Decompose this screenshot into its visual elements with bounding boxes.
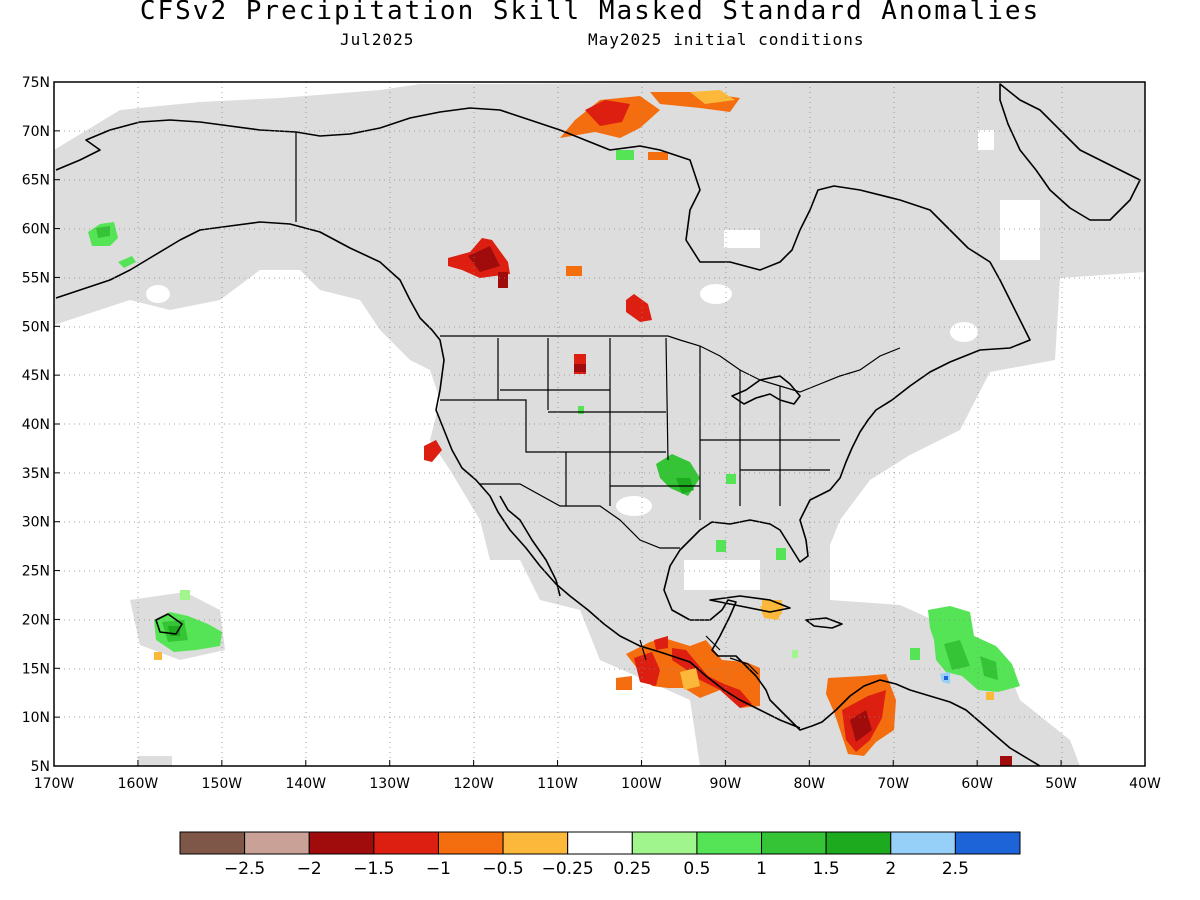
lat-tick-label: 50N [22, 319, 50, 335]
lon-tick-label: 40W [1129, 776, 1161, 792]
lat-tick-label: 35N [22, 466, 50, 482]
valid-month-label: Jul2025 [340, 30, 415, 49]
lon-tick-label: 140W [285, 776, 326, 792]
lon-tick-label: 110W [537, 776, 578, 792]
legend-swatch [890, 831, 956, 855]
graticule [54, 82, 1145, 766]
legend-label: −2.5 [224, 859, 265, 879]
lat-tick-label: 60N [22, 222, 50, 238]
lat-tick-label: 15N [22, 661, 50, 677]
legend-label: −1 [426, 859, 451, 879]
legend-swatch [244, 831, 310, 855]
legend-swatch [761, 831, 827, 855]
lon-tick-label: 90W [710, 776, 742, 792]
latitude-axis: 75N 70N 65N 60N 55N 50N 45N 40N 35N 30N 25N 20N 15N 1… [22, 75, 60, 775]
legend-swatch [696, 831, 763, 855]
initial-conditions-label: May2025 initial conditions [588, 30, 865, 49]
legend-swatch [631, 831, 698, 855]
lat-tick-label: 25N [22, 564, 50, 580]
lon-tick-label: 60W [961, 776, 993, 792]
legend-label: 0.5 [683, 859, 710, 879]
color-legend: −2.5 −2 −1.5 −1 −0.5 −0.25 0.25 0.5 1 1.5 2 2.5 [179, 831, 1021, 879]
lat-tick-label: 45N [22, 368, 50, 384]
lon-tick-label: 150W [202, 776, 243, 792]
legend-label: 0.25 [613, 859, 651, 879]
lat-tick-label: 65N [22, 173, 50, 189]
legend-label: −2 [297, 859, 322, 879]
legend-swatch [954, 831, 1021, 855]
legend-swatch [502, 831, 569, 855]
legend-label: 1.5 [813, 859, 840, 879]
anomaly-patches [88, 90, 1020, 766]
coastlines [55, 83, 1141, 766]
legend-swatch [825, 831, 892, 855]
legend-swatch [308, 831, 375, 855]
lat-tick-label: 55N [22, 270, 50, 286]
lon-tick-label: 130W [369, 776, 410, 792]
lon-tick-label: 50W [1045, 776, 1077, 792]
legend-label: −1.5 [353, 859, 394, 879]
lat-tick-label: 70N [22, 124, 50, 140]
legend-label: −0.5 [482, 859, 523, 879]
lat-tick-label: 75N [22, 75, 50, 91]
legend-swatch [437, 831, 504, 855]
mask-holes [146, 130, 1040, 590]
legend-swatch [179, 831, 246, 855]
legend-label: 1 [756, 859, 767, 879]
lon-tick-label: 80W [793, 776, 825, 792]
map-title: CFSv2 Precipitation Skill Masked Standar… [139, 0, 1041, 26]
legend-label: 2 [885, 859, 896, 879]
lat-tick-label: 20N [22, 612, 50, 628]
lon-tick-label: 100W [621, 776, 662, 792]
lat-tick-label: 40N [22, 417, 50, 433]
lat-tick-label: 10N [22, 710, 50, 726]
legend-swatch [373, 831, 439, 855]
legend-label: 2.5 [942, 859, 969, 879]
lon-tick-label: 120W [453, 776, 494, 792]
legend-label: −0.25 [542, 859, 594, 879]
lon-tick-label: 70W [877, 776, 909, 792]
legend-swatch [567, 831, 633, 855]
lon-tick-label: 170W [34, 776, 75, 792]
longitude-axis: 170W 160W 150W 140W 130W 120W 110W 100W 90W 80W 70… [34, 760, 1161, 792]
lat-tick-label: 5N [31, 759, 50, 775]
borders [295, 132, 901, 675]
lat-tick-label: 30N [22, 515, 50, 531]
lon-tick-label: 160W [118, 776, 159, 792]
